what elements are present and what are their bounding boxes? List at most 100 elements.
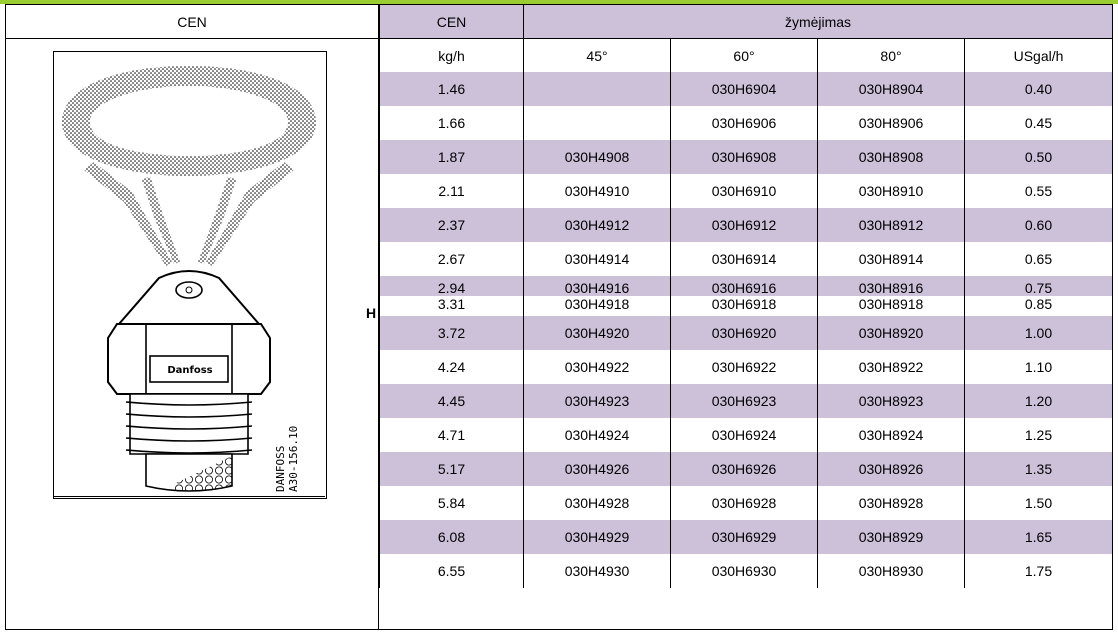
table-row: 1.87 030H4908 030H6908 030H8908 0.50: [379, 140, 1113, 174]
cell-60: 030H6928: [670, 486, 818, 520]
cell-usgal: 0.55: [964, 174, 1113, 208]
cell-80: 030H8924: [817, 418, 965, 452]
cell-kgh: 1.46: [379, 72, 524, 106]
header-designation: žymėjimas: [523, 5, 1113, 39]
table-row: 2.94 030H4916 030H6916 030H8916 0.75: [379, 276, 1113, 296]
table-row: 3.31 030H4918 030H6918 030H8918 0.85: [379, 296, 1113, 316]
brand-label: Danfoss: [167, 364, 213, 376]
subheader-usgal: USgal/h: [964, 38, 1113, 72]
cell-usgal: 0.60: [964, 208, 1113, 242]
cell-kgh: 2.37: [379, 208, 524, 242]
cell-usgal: 1.65: [964, 520, 1113, 554]
cell-80: 030H8914: [817, 242, 965, 276]
cell-60: 030H6908: [670, 140, 818, 174]
nozzle-illustration-area: Danfoss DANFOSS A30-156.10 H: [6, 39, 379, 629]
cell-80: 030H8906: [817, 106, 965, 140]
cell-80: 030H8928: [817, 486, 965, 520]
cell-kgh: 1.87: [379, 140, 524, 174]
cell-60: 030H6926: [670, 452, 818, 486]
cell-60: 030H6929: [670, 520, 818, 554]
cell-60: 030H6930: [670, 554, 818, 588]
cell-45: 030H4929: [523, 520, 671, 554]
cell-usgal: 0.45: [964, 106, 1113, 140]
cell-80: 030H8908: [817, 140, 965, 174]
cell-45: 030H4920: [523, 316, 671, 350]
cell-80: 030H8912: [817, 208, 965, 242]
cell-kgh: 6.08: [379, 520, 524, 554]
cell-usgal: 0.50: [964, 140, 1113, 174]
table-row: 4.24 030H4922 030H6922 030H8922 1.10: [379, 350, 1113, 384]
cell-80: 030H8929: [817, 520, 965, 554]
cell-80: 030H8926: [817, 452, 965, 486]
cell-kgh: 3.72: [379, 316, 524, 350]
subheader-80: 80°: [817, 38, 965, 72]
table-row: 3.72 030H4920 030H6920 030H8920 1.00: [379, 316, 1113, 350]
table-row: 2.37 030H4912 030H6912 030H8912 0.60: [379, 208, 1113, 242]
cell-60: 030H6920: [670, 316, 818, 350]
cell-usgal: 1.50: [964, 486, 1113, 520]
cell-80: 030H8918: [817, 296, 965, 316]
cell-45: 030H4918: [523, 296, 671, 316]
subheader-45: 45°: [523, 38, 671, 72]
cell-kgh: 2.94: [379, 276, 524, 296]
cell-80: 030H8904: [817, 72, 965, 106]
table-row: 5.84 030H4928 030H6928 030H8928 1.50: [379, 486, 1113, 520]
top-color-band: [0, 0, 1118, 4]
cell-45: 030H4926: [523, 452, 671, 486]
table-row: 4.71 030H4924 030H6924 030H8924 1.25: [379, 418, 1113, 452]
cell-kgh: 4.45: [379, 384, 524, 418]
cell-usgal: 0.65: [964, 242, 1113, 276]
cell-45: 030H4924: [523, 418, 671, 452]
cell-usgal: 0.40: [964, 72, 1113, 106]
cell-45: 030H4928: [523, 486, 671, 520]
cell-45: [523, 106, 671, 140]
cell-usgal: 1.75: [964, 554, 1113, 588]
nozzle-drawing: [54, 66, 325, 498]
drawing-ref-line-1: DANFOSS: [274, 445, 287, 492]
table-row: 2.11 030H4910 030H6910 030H8910 0.55: [379, 174, 1113, 208]
cell-45: 030H4923: [523, 384, 671, 418]
cell-45: [523, 72, 671, 106]
cell-45: 030H4922: [523, 350, 671, 384]
cell-kgh: 4.71: [379, 418, 524, 452]
cell-60: 030H6914: [670, 242, 818, 276]
cell-usgal: 1.00: [964, 316, 1113, 350]
cell-kgh: 1.66: [379, 106, 524, 140]
cell-usgal: 0.85: [964, 296, 1113, 316]
cell-60: 030H6922: [670, 350, 818, 384]
cell-80: 030H8922: [817, 350, 965, 384]
left-column-header: CEN: [6, 5, 379, 39]
table-row: 5.17 030H4926 030H6926 030H8926 1.35: [379, 452, 1113, 486]
table-row: 2.67 030H4914 030H6914 030H8914 0.65: [379, 242, 1113, 276]
cell-60: 030H6923: [670, 384, 818, 418]
cell-45: 030H4912: [523, 208, 671, 242]
cell-45: 030H4916: [523, 276, 671, 296]
cell-60: 030H6916: [670, 276, 818, 296]
cell-usgal: 1.10: [964, 350, 1113, 384]
table-row: 6.55 030H4930 030H6930 030H8930 1.75: [379, 554, 1113, 588]
cell-usgal: 0.75: [964, 276, 1113, 296]
cell-80: 030H8923: [817, 384, 965, 418]
nozzle-table-frame: CEN: [5, 4, 1113, 630]
cell-kgh: 3.31: [379, 296, 524, 316]
table-row: 1.66 030H6906 030H8906 0.45: [379, 106, 1113, 140]
cell-usgal: 1.20: [964, 384, 1113, 418]
cell-80: 030H8930: [817, 554, 965, 588]
cell-kgh: 2.11: [379, 174, 524, 208]
cell-60: 030H6906: [670, 106, 818, 140]
subheader-60: 60°: [670, 38, 818, 72]
cell-usgal: 1.35: [964, 452, 1113, 486]
cell-80: 030H8916: [817, 276, 965, 296]
cell-kgh: 6.55: [379, 554, 524, 588]
cell-kgh: 5.17: [379, 452, 524, 486]
cell-80: 030H8920: [817, 316, 965, 350]
cell-usgal: 1.25: [964, 418, 1113, 452]
cell-80: 030H8910: [817, 174, 965, 208]
header-row: CEN žymėjimas: [379, 5, 1113, 39]
table-row: 4.45 030H4923 030H6923 030H8923 1.20: [379, 384, 1113, 418]
table-row: 1.46 030H6904 030H8904 0.40: [379, 72, 1113, 106]
cell-kgh: 4.24: [379, 350, 524, 384]
cell-45: 030H4930: [523, 554, 671, 588]
cell-45: 030H4914: [523, 242, 671, 276]
side-marker: H: [366, 305, 377, 321]
